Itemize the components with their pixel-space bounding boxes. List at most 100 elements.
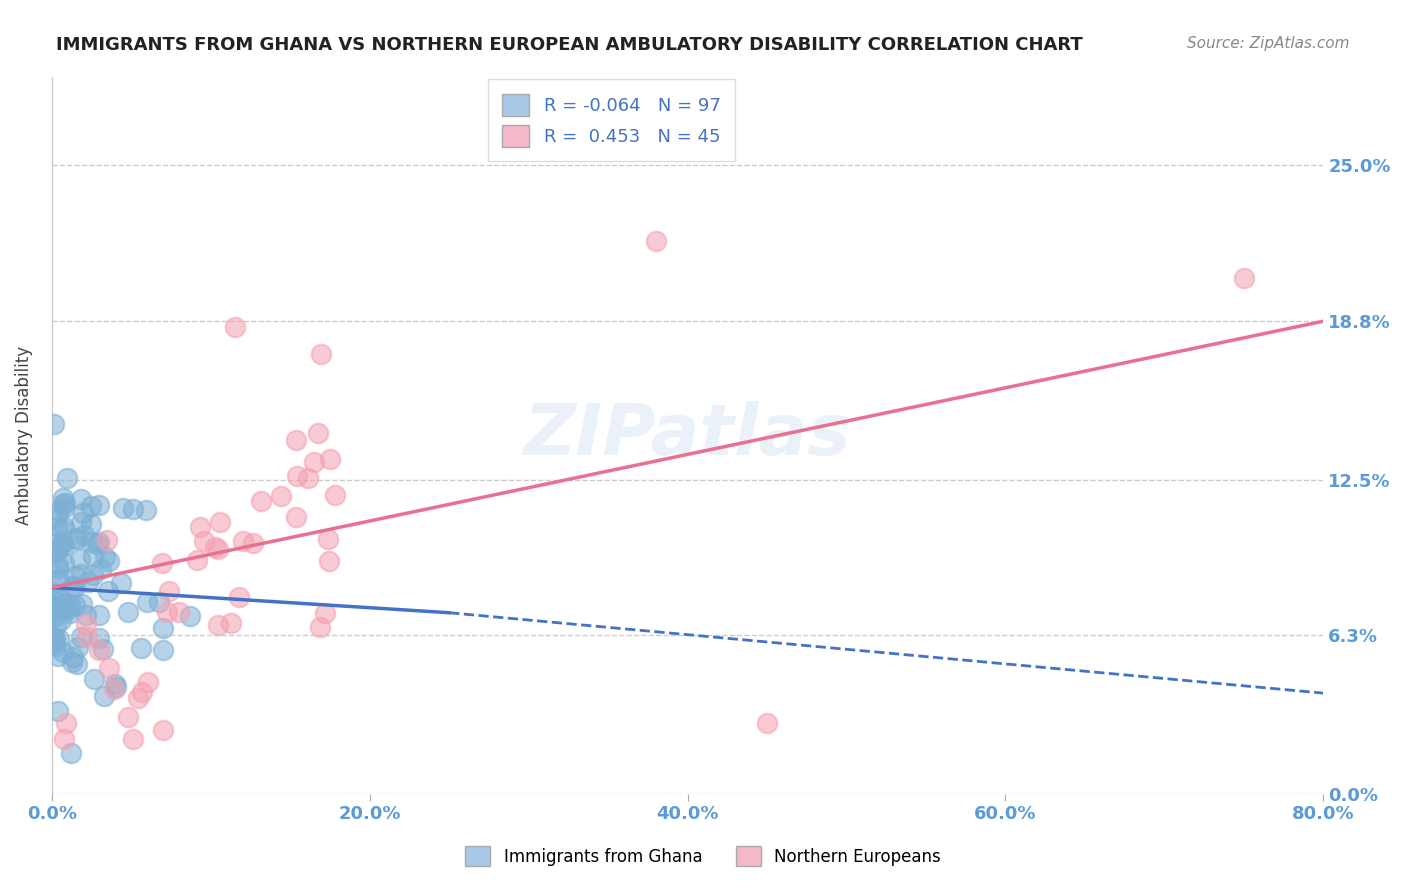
Point — [53, 520, 76, 534]
Point — [136, 675, 159, 690]
Point — [52, 535, 75, 549]
Point — [87, 642, 110, 657]
Point — [186, 553, 208, 567]
Point — [97, 661, 120, 675]
Point — [316, 532, 339, 546]
Point — [55, 603, 77, 617]
Point — [207, 541, 229, 556]
Point — [44, 632, 66, 646]
Point — [152, 723, 174, 738]
Point — [80, 516, 103, 531]
Point — [122, 732, 145, 747]
Point — [59, 606, 82, 620]
Point — [94, 549, 117, 564]
Point — [121, 501, 143, 516]
Point — [56, 471, 79, 485]
Point — [82, 549, 104, 564]
Point — [307, 426, 329, 441]
Point — [103, 681, 125, 696]
Text: Source: ZipAtlas.com: Source: ZipAtlas.com — [1187, 36, 1350, 51]
Point — [69, 492, 91, 507]
Point — [48, 601, 70, 615]
Point — [97, 553, 120, 567]
Point — [150, 556, 173, 570]
Point — [297, 471, 319, 485]
Point — [44, 417, 66, 431]
Point — [70, 567, 93, 582]
Point — [70, 597, 93, 611]
Point — [48, 504, 70, 518]
Point — [97, 584, 120, 599]
Point — [66, 640, 89, 654]
Point — [110, 576, 132, 591]
Legend: Immigrants from Ghana, Northern Europeans: Immigrants from Ghana, Northern European… — [457, 838, 949, 875]
Point — [41, 589, 63, 603]
Point — [756, 716, 779, 731]
Point — [69, 515, 91, 529]
Point — [318, 554, 340, 568]
Point — [89, 535, 111, 549]
Point — [188, 520, 211, 534]
Point — [45, 542, 67, 557]
Point — [104, 676, 127, 690]
Point — [42, 546, 65, 560]
Point — [87, 607, 110, 622]
Point — [60, 656, 83, 670]
Text: ZIPatlas: ZIPatlas — [524, 401, 851, 470]
Point — [46, 648, 69, 663]
Point — [52, 539, 75, 553]
Point — [323, 488, 346, 502]
Point — [314, 607, 336, 621]
Point — [87, 631, 110, 645]
Point — [117, 605, 139, 619]
Point — [55, 715, 77, 730]
Point — [167, 605, 190, 619]
Point — [51, 523, 73, 537]
Point — [52, 498, 75, 512]
Legend: R = -0.064   N = 97, R =  0.453   N = 45: R = -0.064 N = 97, R = 0.453 N = 45 — [488, 79, 735, 161]
Point — [75, 607, 97, 622]
Point — [42, 609, 65, 624]
Point — [48, 632, 70, 647]
Point — [48, 572, 70, 586]
Point — [136, 595, 159, 609]
Point — [55, 601, 77, 615]
Point — [45, 617, 67, 632]
Point — [44, 537, 66, 551]
Point — [51, 613, 73, 627]
Point — [55, 599, 77, 613]
Point — [80, 535, 103, 549]
Point — [285, 469, 308, 483]
Point — [42, 631, 65, 645]
Point — [80, 499, 103, 513]
Point — [41, 598, 63, 612]
Point — [86, 537, 108, 551]
Point — [204, 540, 226, 554]
Point — [65, 568, 87, 582]
Point — [193, 533, 215, 548]
Point — [156, 605, 179, 619]
Point — [91, 641, 114, 656]
Point — [311, 346, 333, 360]
Point — [127, 690, 149, 705]
Point — [284, 433, 307, 447]
Point — [131, 685, 153, 699]
Point — [55, 596, 77, 610]
Point — [63, 598, 86, 612]
Point — [65, 531, 87, 545]
Point — [228, 590, 250, 604]
Point — [209, 515, 232, 529]
Point — [96, 533, 118, 547]
Point — [45, 589, 67, 603]
Y-axis label: Ambulatory Disability: Ambulatory Disability — [15, 346, 32, 525]
Point — [46, 560, 69, 574]
Point — [129, 640, 152, 655]
Point — [179, 608, 201, 623]
Point — [63, 580, 86, 594]
Point — [207, 618, 229, 632]
Point — [152, 621, 174, 635]
Point — [148, 594, 170, 608]
Point — [157, 584, 180, 599]
Point — [45, 510, 67, 524]
Point — [46, 520, 69, 534]
